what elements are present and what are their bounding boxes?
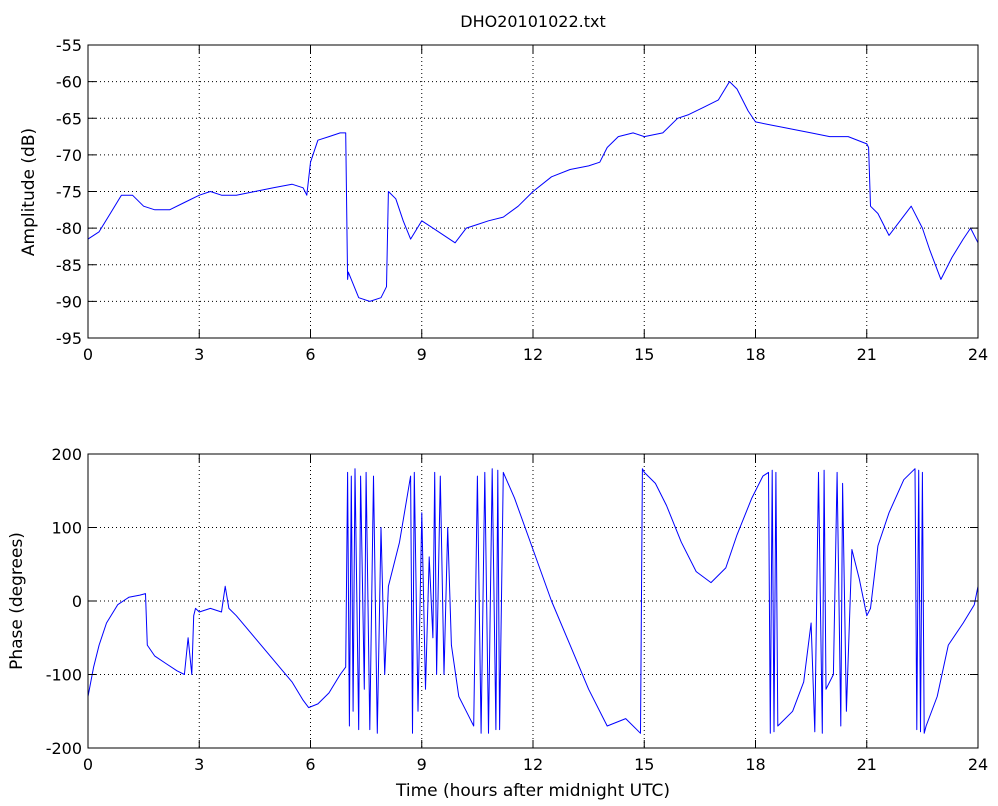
phase-xtick-label: 15 [634, 755, 654, 774]
phase-axes: 0 3 6 9 12 15 18 21 24 -200 -100 0 100 200 Phase (deg… [7, 445, 988, 801]
amplitude-xtick-label: 3 [194, 345, 204, 364]
amplitude-ytick-label: -75 [56, 183, 82, 202]
amplitude-ylabel: Amplitude (dB) [19, 128, 39, 256]
amplitude-xtick-label: 6 [305, 345, 315, 364]
amplitude-ytick-label: -95 [56, 329, 82, 348]
amplitude-ytick-label: -90 [56, 292, 82, 311]
amplitude-line-layer [87, 81, 979, 302]
phase-xlabel: Time (hours after midnight UTC) [395, 781, 670, 801]
phase-line-layer [87, 468, 979, 734]
amplitude-xtick-label: 18 [745, 345, 765, 364]
phase-ytick-label: 0 [72, 592, 82, 611]
phase-ticks: 0 3 6 9 12 15 18 21 24 -200 -100 0 100 200 [46, 445, 988, 774]
amplitude-axes: 0 3 6 9 12 15 18 21 24 -95 -90 -85 -80 -75 -70 -65 -60 -5… [19, 36, 988, 364]
amplitude-ytick-label: -65 [56, 109, 82, 128]
amplitude-ytick-label: -55 [56, 36, 82, 55]
amplitude-xtick-label: 21 [857, 345, 877, 364]
amplitude-series-line [87, 81, 979, 302]
amplitude-xtick-label: 15 [634, 345, 654, 364]
amplitude-ticks: 0 3 6 9 12 15 18 21 24 -95 -90 -85 -80 -75 -70 -65 -60 -5… [56, 36, 988, 364]
amplitude-xtick-label: 0 [83, 345, 93, 364]
phase-ytick-label: -100 [46, 666, 82, 685]
amplitude-ytick-label: -70 [56, 146, 82, 165]
chart-title: DHO20101022.txt [460, 12, 605, 31]
amplitude-xtick-label: 12 [523, 345, 543, 364]
phase-xtick-label: 18 [745, 755, 765, 774]
phase-xtick-label: 6 [305, 755, 315, 774]
phase-ytick-label: -200 [46, 739, 82, 758]
phase-xtick-label: 21 [857, 755, 877, 774]
phase-xtick-label: 3 [194, 755, 204, 774]
phase-ytick-label: 100 [51, 519, 82, 538]
phase-ytick-label: 200 [51, 445, 82, 464]
phase-xtick-label: 0 [83, 755, 93, 774]
amplitude-ytick-label: -85 [56, 256, 82, 275]
amplitude-xtick-label: 9 [417, 345, 427, 364]
phase-xtick-label: 12 [523, 755, 543, 774]
amplitude-ytick-label: -80 [56, 219, 82, 238]
phase-grid [88, 454, 978, 748]
amplitude-ytick-label: -60 [56, 73, 82, 92]
phase-ylabel: Phase (degrees) [7, 532, 27, 670]
phase-xtick-label: 9 [417, 755, 427, 774]
amplitude-xtick-label: 24 [968, 345, 988, 364]
phase-xtick-label: 24 [968, 755, 988, 774]
phase-series-line [87, 468, 979, 734]
